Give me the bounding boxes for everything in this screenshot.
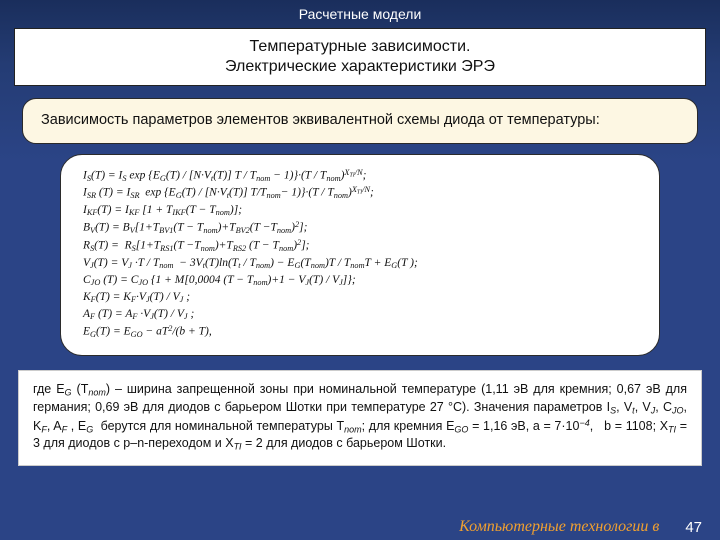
formula-line: IKF(T) = IKF [1 + TIKF(T − Tnom)]; (83, 202, 637, 219)
formula-line: CJO (T) = CJO {1 + M[0,0004 (T − Tnom)+1… (83, 272, 637, 289)
formula-line: EG(T) = EGO − aT2/(b + T), (83, 323, 637, 341)
title-block: Температурные зависимости. Электрические… (14, 28, 706, 86)
formula-line: KF(T) = KF·VJ(T) / VJ ; (83, 289, 637, 306)
slide-header: Расчетные модели (0, 0, 720, 28)
page-number: 47 (685, 519, 702, 536)
formula-card: IS(T) = IS exp {EG(T) / [N·Vt(T)] T / Tn… (60, 154, 660, 356)
formula-line: BV(T) = BV[1+TBV1(T − Tnom)+TBV2(T −Tnom… (83, 219, 637, 237)
title-line2: Электрические характеристики ЭРЭ (29, 57, 691, 77)
footer-text: Компьютерные технологии в (459, 518, 659, 536)
intro-text: Зависимость параметров элементов эквивал… (41, 112, 600, 128)
footnote-card: где EG (Tnom) – ширина запрещенной зоны … (18, 370, 702, 466)
intro-card: Зависимость параметров элементов эквивал… (22, 98, 698, 144)
formula-line: AF (T) = AF ·VJ(T) / VJ ; (83, 306, 637, 323)
header-title: Расчетные модели (299, 6, 422, 22)
footer: Компьютерные технологии в 47 (459, 518, 702, 536)
title-line1: Температурные зависимости. (29, 37, 691, 57)
footnote-text: где EG (Tnom) – ширина запрещенной зоны … (33, 382, 687, 451)
formula-line: ISR (T) = ISR exp {EG(T) / [N·Vt(T)] T/T… (83, 184, 637, 202)
formula-line: VJ(T) = VJ ·T / Tnom − 3Vt(T)ln(Tt / Tno… (83, 255, 637, 272)
formula-line: RS(T) = RS[1+TRS1(T −Tnom)+TRS2 (T − Tno… (83, 237, 637, 255)
formula-line: IS(T) = IS exp {EG(T) / [N·Vt(T)] T / Tn… (83, 167, 637, 185)
